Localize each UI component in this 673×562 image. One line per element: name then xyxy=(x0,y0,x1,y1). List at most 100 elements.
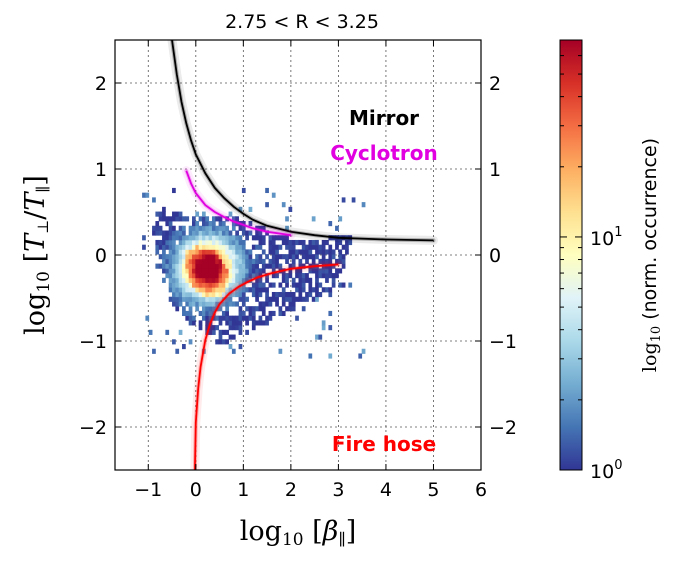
y-tick-label-right: 0 xyxy=(489,245,501,267)
heatmap-cell xyxy=(245,296,249,302)
heatmap-cell xyxy=(218,273,223,279)
heatmap-cell xyxy=(185,254,190,260)
heatmap-cell xyxy=(241,291,246,298)
heatmap-cell xyxy=(255,254,259,260)
heatmap-cell xyxy=(295,287,299,293)
heatmap-cell xyxy=(348,282,353,288)
heatmap-cell xyxy=(162,216,166,222)
heatmap-cell xyxy=(308,282,313,288)
heatmap-cell xyxy=(341,197,346,203)
heatmap-cell xyxy=(211,263,216,269)
heatmap-cell xyxy=(225,277,230,283)
heatmap-cell xyxy=(172,291,176,298)
heatmap-cell xyxy=(188,310,193,317)
heatmap-cell xyxy=(308,353,313,359)
heatmap-cell xyxy=(315,287,319,293)
heatmap-cell xyxy=(192,291,196,298)
heatmap-cell xyxy=(208,249,213,255)
heatmap-cell xyxy=(198,225,203,231)
heatmap-cell xyxy=(275,235,279,241)
heatmap-cell xyxy=(241,301,246,307)
heatmap-cell xyxy=(182,239,186,246)
heatmap-cell xyxy=(178,273,183,279)
heatmap-cell xyxy=(265,273,269,279)
heatmap-cell xyxy=(218,216,223,222)
heatmap-cell xyxy=(172,187,176,194)
heatmap-cell xyxy=(341,254,346,260)
heatmap-cell xyxy=(185,263,190,269)
y-tick-label-right: 1 xyxy=(489,159,501,181)
heatmap-cell xyxy=(281,301,286,307)
heatmap-cell xyxy=(205,306,210,312)
heatmap-cell xyxy=(278,263,283,269)
heatmap-cell xyxy=(182,310,186,317)
heatmap-cell xyxy=(345,249,349,255)
colorbar-tick-label: 101 xyxy=(590,225,622,250)
heatmap-cell xyxy=(198,268,203,274)
heatmap-cell xyxy=(238,235,243,241)
heatmap-cell xyxy=(238,320,243,326)
heatmap-cell xyxy=(205,221,210,227)
heatmap-cell xyxy=(288,301,293,307)
heatmap-cell xyxy=(291,249,296,255)
heatmap-cell xyxy=(275,254,279,260)
heatmap-cell xyxy=(168,230,173,236)
heatmap-cell xyxy=(155,239,160,246)
heatmap-cell xyxy=(192,273,196,279)
heatmap-cell xyxy=(338,239,343,246)
heatmap-cell xyxy=(241,249,246,255)
heatmap-cell xyxy=(185,239,190,246)
heatmap-cell xyxy=(218,239,223,246)
heatmap-cell xyxy=(221,315,226,321)
heatmap-cell xyxy=(168,254,173,260)
heatmap-cell xyxy=(271,239,276,246)
heatmap-cell xyxy=(265,202,269,208)
heatmap-cell xyxy=(221,273,226,279)
heatmap-cell xyxy=(201,301,206,307)
heatmap-cell xyxy=(198,282,203,288)
heatmap-cell xyxy=(172,230,176,236)
heatmap-cell xyxy=(248,310,253,317)
heatmap-cell xyxy=(175,254,180,260)
heatmap-cell xyxy=(258,225,263,231)
heatmap-cell xyxy=(195,296,200,302)
heatmap-cell xyxy=(238,310,243,317)
heatmap-cell xyxy=(241,315,246,321)
heatmap-cell xyxy=(238,244,243,250)
heatmap-cell xyxy=(182,216,186,222)
heatmap-cell xyxy=(178,291,183,298)
heatmap-cell xyxy=(178,239,183,246)
heatmap-cell xyxy=(241,221,246,227)
heatmap-cell xyxy=(205,239,210,246)
heatmap-cell xyxy=(225,263,230,269)
heatmap-cell xyxy=(192,287,196,293)
heatmap-cell xyxy=(288,249,293,255)
heatmap-cell xyxy=(251,258,256,264)
heatmap-cell xyxy=(175,287,180,293)
heatmap-cell xyxy=(281,235,286,241)
heatmap-cell xyxy=(195,268,200,274)
heatmap-cell xyxy=(182,258,186,264)
heatmap-cell xyxy=(188,320,193,326)
heatmap-cell xyxy=(331,273,336,279)
heatmap-cell xyxy=(192,244,196,250)
heatmap-cell xyxy=(231,325,236,331)
heatmap-cell xyxy=(178,225,183,231)
heatmap-cell xyxy=(251,306,256,312)
heatmap-cell xyxy=(225,320,230,326)
heatmap-cell xyxy=(248,273,253,279)
heatmap-cell xyxy=(211,225,216,231)
heatmap-cell xyxy=(235,254,239,260)
heatmap-cell xyxy=(291,263,296,269)
heatmap-cell xyxy=(265,287,269,293)
heatmap-cell xyxy=(218,230,223,236)
heatmap-cell xyxy=(215,282,220,288)
heatmap-cell xyxy=(198,244,203,250)
heatmap-cell xyxy=(231,282,236,288)
heatmap-cell xyxy=(311,244,316,250)
heatmap-cell xyxy=(172,211,176,217)
heatmap-cell xyxy=(238,263,243,269)
heatmap-cell xyxy=(291,254,296,260)
heatmap-cell xyxy=(198,273,203,279)
heatmap-cell xyxy=(188,301,193,307)
